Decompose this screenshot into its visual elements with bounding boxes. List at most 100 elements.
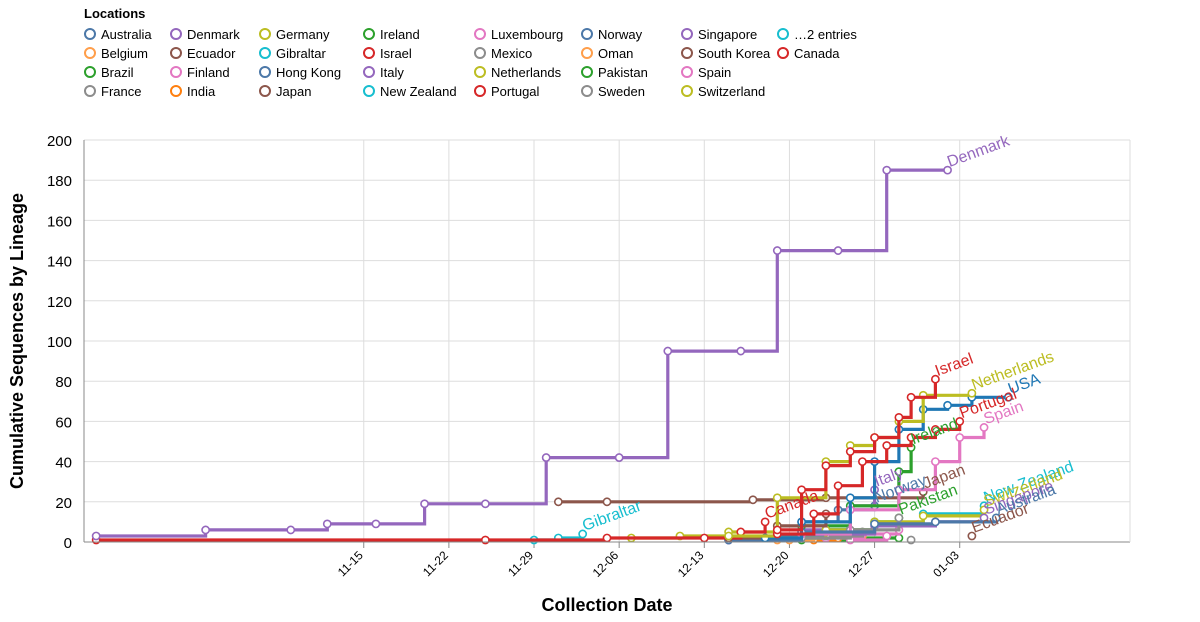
data-point[interactable] [979,505,989,515]
data-point[interactable] [967,388,977,398]
data-point[interactable] [858,457,867,466]
data-point[interactable] [882,531,892,541]
legend-entry-pakistan[interactable]: Pakistan [581,65,648,80]
data-point[interactable] [724,531,734,541]
data-point[interactable] [906,535,916,545]
data-point[interactable] [894,485,904,495]
data-point[interactable] [286,525,296,535]
data-point[interactable] [943,400,952,410]
data-point[interactable] [809,509,819,519]
data-point[interactable] [91,531,101,541]
legend-entry-germany[interactable]: Germany [259,27,330,42]
legend-entry-netherlands[interactable]: Netherlands [474,65,562,80]
data-point[interactable] [894,467,904,477]
data-point[interactable] [322,519,332,529]
data-point[interactable] [930,425,940,434]
data-point[interactable] [894,412,904,422]
legend-entry-finland[interactable]: Finland [170,65,230,80]
series-ecuador[interactable] [967,531,977,541]
legend-entry-singapore[interactable]: Singapore [681,27,757,42]
series-luxembourg[interactable] [845,531,892,545]
data-point[interactable] [480,499,490,509]
legend-entry-france[interactable]: France [84,84,141,99]
legend-entry-canada[interactable]: Canada [777,46,840,61]
data-point[interactable] [894,513,904,523]
data-point[interactable] [967,531,977,541]
legend-entry-oman[interactable]: Oman [581,46,633,61]
data-point[interactable] [979,423,989,432]
data-point[interactable] [602,497,612,507]
series-canada[interactable] [91,517,770,545]
data-point[interactable] [614,453,624,462]
legend-entry-spain[interactable]: Spain [681,65,731,80]
legend-label: Australia [101,27,152,42]
data-point[interactable] [906,433,916,442]
data-point[interactable] [553,497,563,507]
data-point[interactable] [955,416,965,426]
data-point[interactable] [201,525,211,535]
data-point[interactable] [930,517,940,527]
data-point[interactable] [772,525,782,535]
data-point[interactable] [541,453,551,462]
data-point[interactable] [748,495,758,505]
data-point[interactable] [943,165,952,175]
legend-entry-new-zealand[interactable]: New Zealand [363,84,457,99]
legend-entry-south-korea[interactable]: South Korea [681,46,771,61]
legend-entry-sweden[interactable]: Sweden [581,84,645,99]
data-point[interactable] [882,441,892,450]
data-point[interactable] [663,346,673,356]
data-point[interactable] [480,535,490,545]
legend-label: Canada [794,46,840,61]
data-point[interactable] [420,499,429,509]
legend-entry-portugal[interactable]: Portugal [474,84,540,99]
legend-entry-2-entries[interactable]: …2 entries [777,27,857,42]
legend-entry-ecuador[interactable]: Ecuador [170,46,236,61]
data-point[interactable] [918,511,928,521]
data-point[interactable] [736,346,746,356]
legend-entry-ireland[interactable]: Ireland [363,27,420,42]
data-point[interactable] [833,246,843,255]
data-point[interactable] [845,447,855,456]
legend-entry-norway[interactable]: Norway [581,27,643,42]
series-israel[interactable] [772,374,940,535]
legend-entry-belgium[interactable]: Belgium [84,46,148,61]
series-sweden[interactable] [906,535,916,545]
data-point[interactable] [845,493,855,503]
data-point[interactable] [760,517,770,527]
data-point[interactable] [797,485,807,495]
legend-entry-hong-kong[interactable]: Hong Kong [259,65,341,80]
data-point[interactable] [772,493,782,503]
data-point[interactable] [821,461,831,471]
data-point[interactable] [772,246,782,255]
legend-entry-italy[interactable]: Italy [363,65,404,80]
legend-entry-india[interactable]: India [170,84,216,99]
legend-entry-israel[interactable]: Israel [363,46,412,61]
series-portugal[interactable] [772,416,965,539]
data-point[interactable] [1003,392,1013,402]
data-point[interactable] [930,457,940,466]
data-point[interactable] [870,519,879,529]
series-denmark[interactable] [91,165,952,541]
data-point[interactable] [870,433,879,442]
legend-entry-japan[interactable]: Japan [259,84,311,99]
data-point[interactable] [955,433,965,442]
legend-label: Israel [380,46,412,61]
data-point[interactable] [906,392,916,402]
data-point[interactable] [371,519,381,529]
legend-entry-switzerland[interactable]: Switzerland [681,84,765,99]
legend-label: Luxembourg [491,27,563,42]
data-point[interactable] [578,529,588,539]
data-point[interactable] [930,374,940,384]
legend-entry-australia[interactable]: Australia [84,27,152,42]
data-point[interactable] [991,513,1001,523]
legend-entry-mexico[interactable]: Mexico [474,46,532,61]
legend-entry-luxembourg[interactable]: Luxembourg [474,27,563,42]
legend-entry-brazil[interactable]: Brazil [84,65,134,80]
data-point[interactable] [833,481,843,491]
data-point[interactable] [602,533,612,543]
data-point[interactable] [882,165,892,175]
legend-entry-denmark[interactable]: Denmark [170,27,240,42]
legend-entry-gibraltar[interactable]: Gibraltar [259,46,327,61]
data-point[interactable] [699,533,709,543]
legend-label: Ireland [380,27,420,42]
